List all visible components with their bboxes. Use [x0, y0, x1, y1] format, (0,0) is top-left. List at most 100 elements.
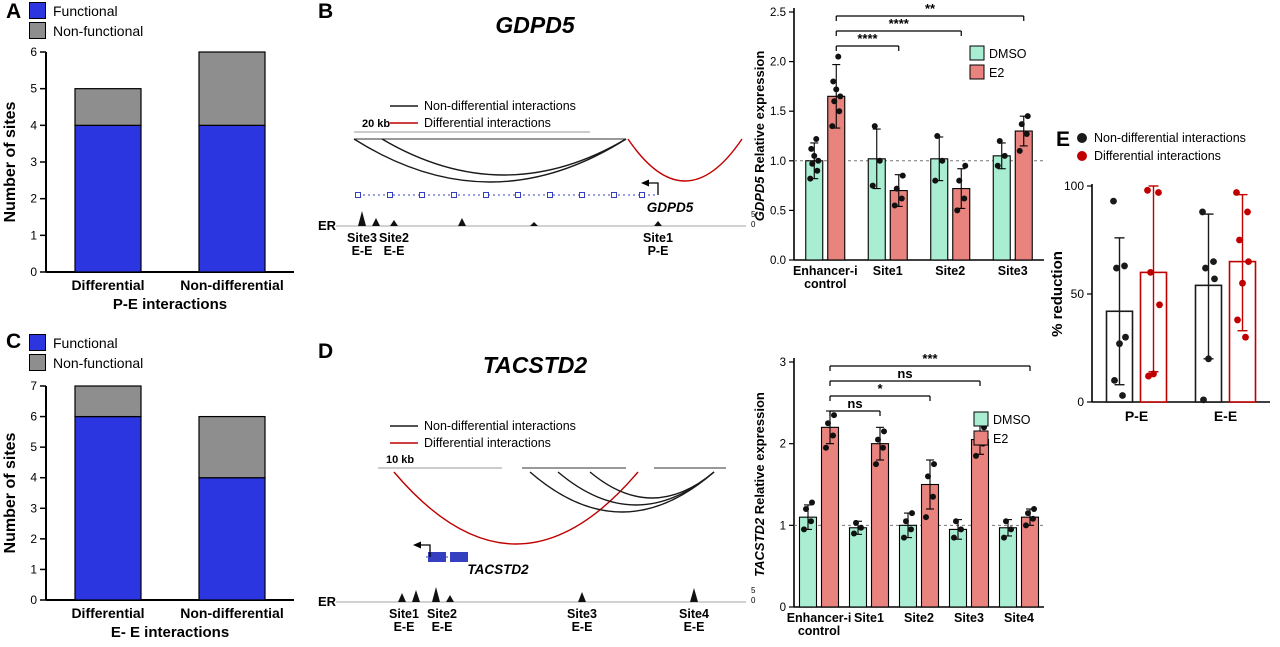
- legend-label: Non-functional: [53, 22, 144, 39]
- svg-text:*: *: [877, 381, 883, 396]
- data-point: [1211, 275, 1218, 283]
- er-peak: [398, 593, 406, 602]
- svg-text:ns: ns: [847, 396, 862, 411]
- stacked-bar-segment: [74, 124, 142, 273]
- svg-text:Non-differential interactions: Non-differential interactions: [424, 419, 576, 433]
- data-point: [809, 499, 815, 506]
- svg-text:Site2: Site2: [904, 611, 934, 625]
- data-point: [1144, 186, 1151, 194]
- stacked-bar-segment: [74, 385, 142, 418]
- stacked-bar-segment: [198, 477, 266, 601]
- data-point: [961, 195, 968, 202]
- data-point: [1001, 534, 1007, 541]
- svg-text:Site2: Site2: [427, 607, 457, 621]
- data-point: [1234, 316, 1241, 324]
- stacked-bar-segment: [198, 124, 266, 273]
- data-point: [871, 123, 878, 130]
- data-point: [1200, 396, 1207, 404]
- interaction-arc: [589, 471, 715, 499]
- svg-text:0: 0: [751, 220, 756, 229]
- svg-text:E-E: E-E: [432, 620, 453, 634]
- panel-b-chart-area: 0.0 0.5 1.0 1.5 2.0 2.5 GDPD5 Relative express…: [752, 0, 1048, 302]
- svg-text:Non-differential: Non-differential: [180, 277, 283, 293]
- data-point: [908, 526, 914, 533]
- panel-e: E Non-differential interactions Differen…: [1050, 126, 1280, 438]
- panel-b-genomic-track: Non-differential interactions Differentia…: [318, 99, 756, 258]
- panel-a-chart: 0 1 2 3 4 5 6 Number of sites Differential Non-di…: [2, 45, 294, 313]
- data-point: [1003, 518, 1009, 525]
- data-point: [996, 137, 1003, 144]
- legend-label: Differential interactions: [1094, 149, 1221, 163]
- er-peak: [530, 222, 538, 226]
- data-point: [901, 534, 907, 541]
- data-point: [1111, 377, 1118, 384]
- data-point: [881, 428, 887, 435]
- bar: [948, 528, 968, 608]
- svg-text:Site1: Site1: [643, 231, 673, 245]
- data-point: [1025, 510, 1031, 517]
- data-point: [833, 86, 840, 93]
- data-point: [829, 123, 836, 130]
- svg-text:1: 1: [780, 520, 786, 532]
- data-point: [1155, 189, 1162, 196]
- data-point: [1121, 262, 1128, 270]
- differential-dot-icon: [1077, 151, 1087, 161]
- svg-text:ER: ER: [318, 218, 337, 233]
- data-point: [973, 452, 979, 459]
- data-point: [932, 177, 939, 184]
- legend-label: Non-functional: [53, 354, 144, 371]
- nondifferential-dot-icon: [1077, 133, 1087, 143]
- svg-text:0.5: 0.5: [770, 205, 786, 217]
- svg-text:GDPD5: GDPD5: [647, 200, 694, 215]
- panel-c-chart: 0 1 2 3 4 5 6 7 Number of sites Differential Non-d…: [2, 379, 294, 641]
- svg-text:P-E interactions: P-E interactions: [113, 296, 227, 313]
- svg-text:Number of sites: Number of sites: [2, 432, 19, 553]
- data-point: [880, 444, 886, 451]
- svg-text:2.5: 2.5: [770, 7, 786, 19]
- functional-swatch-icon: [29, 334, 46, 351]
- bar: [870, 443, 890, 608]
- svg-text:3: 3: [780, 357, 786, 369]
- nonfunctional-swatch-icon: [29, 354, 46, 371]
- er-peak: [372, 218, 380, 226]
- svg-text:0: 0: [30, 265, 37, 279]
- data-point: [808, 145, 815, 152]
- data-point: [1023, 522, 1029, 529]
- svg-text:10 kb: 10 kb: [386, 454, 414, 466]
- panel-e-label: E: [1056, 128, 1071, 151]
- svg-text:E-E: E-E: [384, 244, 405, 258]
- legend-item-functional: Functional: [29, 334, 143, 351]
- svg-text:4: 4: [30, 471, 37, 485]
- er-peak: [458, 218, 466, 226]
- data-point: [956, 177, 963, 184]
- svg-text:Differential: Differential: [71, 605, 144, 621]
- legend-item-nonfunctional: Non-functional: [29, 354, 143, 371]
- tss-arrow-icon: [413, 541, 421, 549]
- svg-text:3: 3: [30, 155, 37, 169]
- svg-text:3: 3: [30, 501, 37, 515]
- stacked-bar-segment: [198, 415, 266, 479]
- data-point: [923, 514, 929, 521]
- legend-item-nonfunctional: Non-functional: [29, 22, 143, 39]
- svg-text:7: 7: [30, 379, 37, 393]
- svg-text:% reduction: % reduction: [1050, 251, 1066, 337]
- data-point: [875, 436, 881, 443]
- svg-text:Differential interactions: Differential interactions: [424, 116, 551, 130]
- legend-label: Functional: [53, 2, 118, 19]
- svg-text:ER: ER: [318, 594, 337, 609]
- svg-text:Site1: Site1: [873, 264, 903, 278]
- data-point: [836, 108, 843, 115]
- data-point: [953, 518, 959, 525]
- svg-text:Site3: Site3: [567, 607, 597, 621]
- data-point: [1244, 208, 1251, 216]
- svg-text:0: 0: [30, 593, 37, 607]
- panel-a: A Functional Non-functional 0 1 2 3 4 5 6 Numbe…: [2, 0, 308, 320]
- data-point: [891, 202, 898, 209]
- data-point: [830, 432, 836, 439]
- data-point: [807, 175, 814, 182]
- legend-item-functional: Functional: [29, 2, 143, 19]
- data-point: [873, 461, 879, 468]
- stacked-bar-segment: [74, 88, 142, 126]
- panel-a-label: A: [6, 0, 22, 23]
